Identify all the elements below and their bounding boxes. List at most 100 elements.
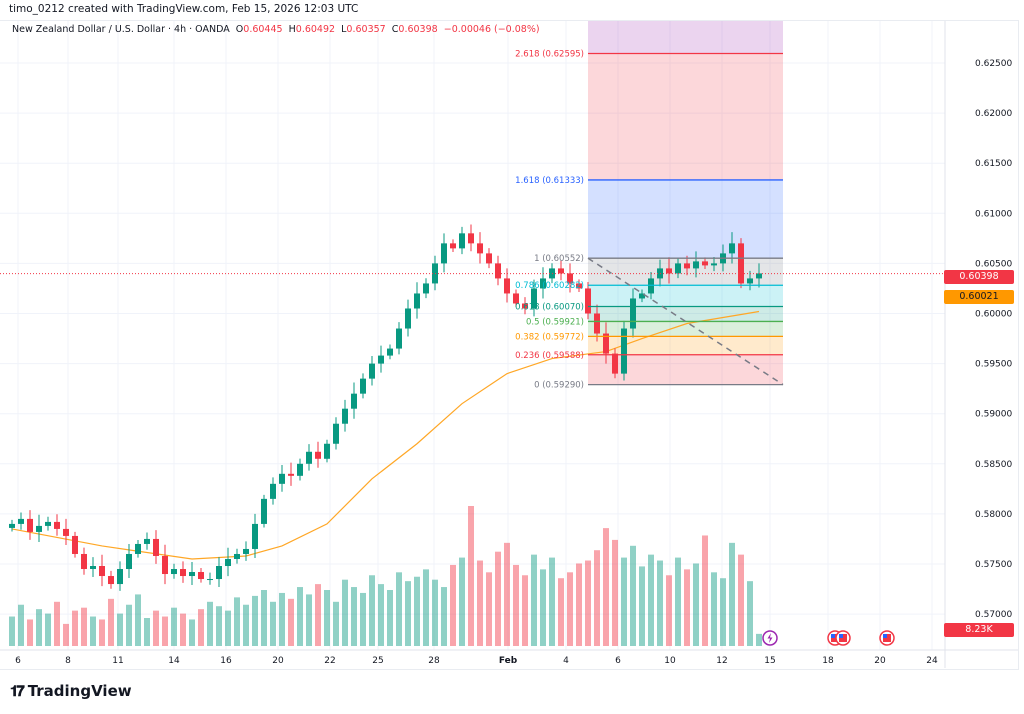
volume-bar xyxy=(738,554,744,646)
time-tick-label: 22 xyxy=(324,656,335,666)
lightning-event-icon[interactable] xyxy=(762,630,778,646)
candle-body xyxy=(207,579,213,581)
volume-bar xyxy=(81,607,87,646)
price-tick-label: 0.61000 xyxy=(975,209,1012,219)
volume-bar xyxy=(531,554,537,646)
fib-zone xyxy=(588,336,783,355)
price-tick-label: 0.57000 xyxy=(975,610,1012,620)
candle-body xyxy=(585,288,591,314)
fib-zone xyxy=(588,179,783,259)
volume-bar xyxy=(207,601,213,646)
fib-zone xyxy=(588,306,783,322)
candle-body xyxy=(531,288,537,309)
open-label: O xyxy=(235,24,244,35)
candle-body xyxy=(441,243,447,264)
candle-body xyxy=(558,268,564,274)
volume-bar xyxy=(657,560,663,646)
volume-bar xyxy=(270,601,276,646)
candle-body xyxy=(414,293,420,309)
ma-price-tag: 0.60021 xyxy=(944,290,1014,304)
candle-body xyxy=(279,473,285,484)
volume-bar xyxy=(702,535,708,646)
volume-bar xyxy=(279,592,285,646)
candle-body xyxy=(639,293,645,299)
volume-bar xyxy=(288,598,294,646)
candle-body xyxy=(630,298,636,329)
time-tick-label: 25 xyxy=(372,656,383,666)
candle-body xyxy=(576,283,582,289)
volume-bar xyxy=(432,579,438,646)
volume-bar xyxy=(720,578,726,646)
symbol-legend: New Zealand Dollar / U.S. Dollar · 4h · … xyxy=(12,24,540,35)
volume-bar xyxy=(648,554,654,646)
price-tick-label: 0.59500 xyxy=(975,360,1012,370)
candle-body xyxy=(18,518,24,524)
candle-body xyxy=(333,423,339,444)
time-tick-label: 20 xyxy=(272,656,284,666)
volume-bar xyxy=(594,550,600,646)
price-tick-label: 0.57500 xyxy=(975,560,1012,570)
symbol-title[interactable]: New Zealand Dollar / U.S. Dollar · 4h · … xyxy=(12,24,230,35)
candle-body xyxy=(387,348,393,356)
volume-bar xyxy=(297,587,303,646)
tradingview-logo[interactable]: 𝟏𝟕 TradingView xyxy=(10,682,132,700)
volume-bar xyxy=(612,539,618,646)
candle-body xyxy=(261,498,267,524)
candle-body xyxy=(252,523,258,549)
volume-bar xyxy=(747,581,753,646)
time-tick-label: 18 xyxy=(822,656,834,666)
price-tick-label: 0.58500 xyxy=(975,460,1012,470)
fib-trend-line xyxy=(587,257,784,386)
last-price-tag: 0.60398 xyxy=(944,270,1014,284)
volume-bar xyxy=(225,610,231,646)
volume-bar xyxy=(504,542,510,646)
volume-bar xyxy=(315,584,321,646)
fib-level-label: 0.5 (0.59921) xyxy=(526,317,584,327)
candle-body xyxy=(216,566,222,580)
fib-zone xyxy=(588,258,783,286)
time-tick-label: 15 xyxy=(764,656,775,666)
candle-body xyxy=(198,572,204,580)
us-flag-event-icon[interactable] xyxy=(879,630,895,646)
candle-body xyxy=(378,355,384,364)
volume-bar xyxy=(513,564,519,646)
time-tick-label: Feb xyxy=(499,656,518,666)
volume-bar xyxy=(450,564,456,646)
candle-body xyxy=(72,535,78,554)
time-tick-label: 14 xyxy=(168,656,180,666)
moving-average-line xyxy=(11,310,760,560)
volume-bar xyxy=(9,616,15,646)
price-tick-label: 0.60000 xyxy=(975,310,1012,320)
volume-bar xyxy=(234,597,240,646)
candle-body xyxy=(468,233,474,244)
volume-bar xyxy=(666,575,672,646)
candle-body xyxy=(180,569,186,577)
price-tick-label: 0.59000 xyxy=(975,410,1012,420)
change-value: −0.00046 (−0.08%) xyxy=(443,24,540,35)
fib-level-label: 0.382 (0.59772) xyxy=(515,332,584,342)
volume-bar xyxy=(162,616,168,646)
volume-bar xyxy=(378,584,384,646)
candle-body xyxy=(522,303,528,309)
candle-body xyxy=(477,243,483,254)
us-flag-event-icon[interactable] xyxy=(835,630,851,646)
candle-body xyxy=(234,553,240,559)
candle-body xyxy=(486,253,492,264)
candle-body xyxy=(90,566,96,570)
volume-bar xyxy=(54,601,60,646)
time-tick-label: 6 xyxy=(615,656,621,666)
time-tick-label: 8 xyxy=(65,656,71,666)
volume-bar xyxy=(18,604,24,646)
candle-body xyxy=(405,308,411,329)
candle-body xyxy=(243,548,249,554)
volume-bar xyxy=(558,578,564,646)
volume-bar xyxy=(756,633,762,646)
volume-bar xyxy=(405,581,411,646)
fib-level-label: 0.786 (0.60282) xyxy=(515,281,584,291)
time-tick-label: 28 xyxy=(428,656,440,666)
time-tick-label: 6 xyxy=(15,656,21,666)
fib-level-label: 0.618 (0.60070) xyxy=(515,302,584,312)
candle-body xyxy=(594,313,600,334)
fib-level-label: 0.236 (0.59588) xyxy=(515,351,584,361)
